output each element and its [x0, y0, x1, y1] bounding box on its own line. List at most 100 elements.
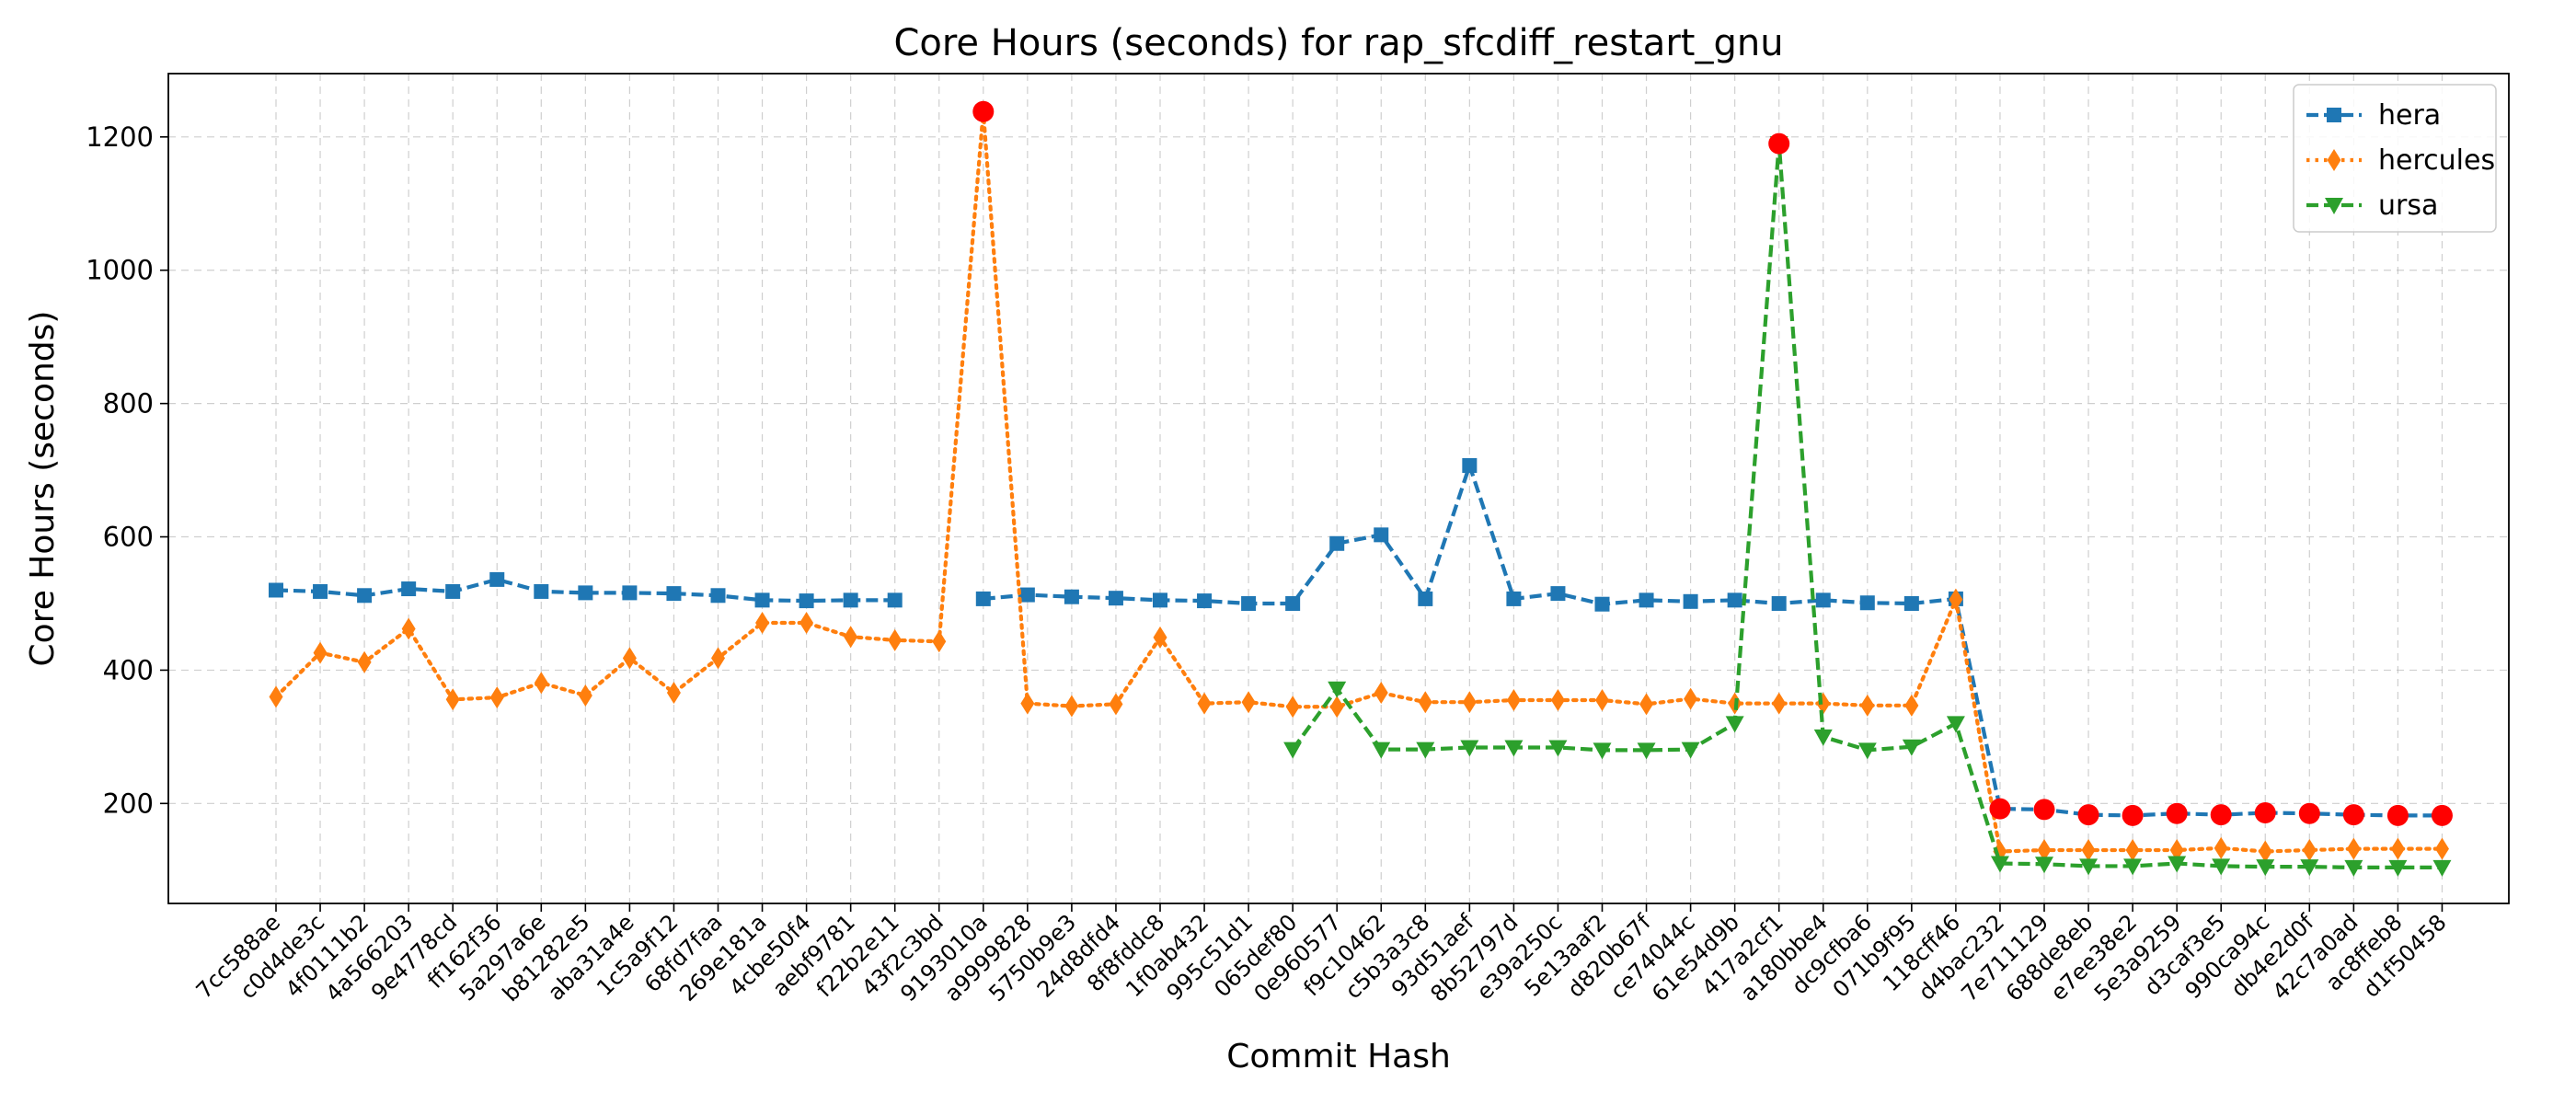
point-hera — [1594, 596, 1610, 612]
highlight-point — [2298, 802, 2320, 824]
legend-box — [2293, 84, 2497, 233]
y-tick-label: 600 — [103, 522, 154, 553]
point-ursa — [1593, 742, 1612, 760]
point-hera — [1285, 595, 1301, 611]
legend-marker-hercules — [2327, 149, 2341, 171]
point-hercules — [1153, 626, 1167, 649]
series-ursa — [1283, 136, 2452, 877]
point-hercules — [1684, 687, 1698, 710]
legend-label-hercules: hercules — [2378, 144, 2495, 177]
point-hercules — [2169, 839, 2184, 862]
highlight-point — [2122, 804, 2144, 826]
point-hercules — [2214, 836, 2228, 859]
y-axis-label: Core Hours (seconds) — [24, 311, 62, 667]
point-hercules — [1329, 696, 1344, 719]
point-hercules — [1197, 692, 1212, 715]
point-hercules — [1285, 696, 1300, 719]
point-ursa — [2079, 858, 2099, 876]
point-hercules — [357, 650, 372, 673]
highlight-point — [1989, 798, 2011, 820]
point-hercules — [1639, 693, 1654, 716]
point-hera — [1639, 592, 1654, 608]
point-hera — [445, 583, 461, 599]
point-ursa — [1283, 742, 1303, 759]
point-ursa — [2256, 859, 2275, 877]
point-hera — [1019, 587, 1035, 603]
point-hera — [975, 591, 991, 606]
highlight-point — [1768, 132, 1790, 155]
point-ursa — [2432, 859, 2452, 877]
highlight-point — [2077, 804, 2099, 826]
point-hercules — [1772, 692, 1787, 715]
point-hera — [1064, 589, 1079, 604]
highlight-point — [2342, 804, 2364, 826]
point-hera — [843, 592, 858, 608]
point-hercules — [1595, 689, 1609, 712]
point-hercules — [932, 630, 947, 653]
point-ursa — [1681, 742, 1700, 759]
highlight-point — [972, 100, 995, 122]
point-hercules — [1550, 689, 1565, 712]
point-hercules — [666, 682, 681, 705]
point-hercules — [2302, 839, 2317, 862]
point-hera — [534, 583, 549, 599]
point-hercules — [2258, 840, 2272, 863]
point-hercules — [578, 684, 592, 707]
series-lines — [269, 100, 2452, 877]
highlight-point — [2210, 804, 2232, 826]
point-hera — [1683, 593, 1698, 609]
point-hercules — [844, 626, 858, 649]
point-hercules — [1064, 695, 1079, 718]
point-hera — [799, 593, 814, 609]
point-hercules — [622, 647, 637, 670]
point-ursa — [1813, 729, 1833, 746]
point-hercules — [1949, 588, 1963, 611]
point-hercules — [534, 672, 548, 695]
series-line-hera — [983, 459, 2443, 818]
point-ursa — [1460, 740, 1479, 757]
point-hera — [357, 588, 373, 604]
x-axis-label: Commit Hash — [1226, 1038, 1451, 1075]
point-hera — [1727, 592, 1742, 608]
point-ursa — [1504, 740, 1524, 757]
point-ursa — [2168, 856, 2187, 873]
legend-marker-ursa — [2325, 198, 2343, 214]
point-hera — [754, 592, 770, 608]
plot-frame — [167, 73, 2510, 904]
point-hercules — [1860, 694, 1875, 717]
series-line-hercules — [273, 111, 2444, 854]
point-hercules — [1020, 692, 1035, 715]
point-ursa — [2123, 858, 2143, 876]
point-hera — [1418, 591, 1433, 606]
point-hera — [1153, 592, 1167, 608]
highlight-point — [2386, 804, 2409, 826]
point-hera — [1108, 591, 1123, 606]
point-ursa — [1725, 716, 1744, 733]
point-hera — [1241, 595, 1257, 611]
point-hercules — [313, 641, 328, 664]
point-ursa — [1372, 742, 1391, 759]
point-hercules — [401, 617, 416, 640]
point-ursa — [1946, 716, 1965, 733]
series-hercules — [269, 100, 2449, 863]
point-hercules — [799, 611, 814, 634]
legend-label-hera: hera — [2378, 99, 2441, 132]
point-hera — [1903, 595, 1919, 611]
point-hercules — [445, 688, 460, 711]
point-hercules — [1462, 691, 1477, 714]
point-hercules — [888, 628, 903, 651]
point-hera — [1550, 586, 1566, 602]
point-hera — [313, 583, 328, 599]
point-hera — [1462, 458, 1478, 474]
point-hera — [401, 581, 417, 597]
highlight-point — [2254, 801, 2276, 823]
point-ursa — [1328, 681, 1347, 698]
point-hera — [1329, 535, 1345, 551]
legend: hera hercules ursa — [2293, 84, 2497, 233]
point-hercules — [1109, 693, 1123, 716]
point-ursa — [1902, 739, 1921, 756]
point-hercules — [1904, 694, 1919, 717]
point-hercules — [2081, 839, 2096, 862]
